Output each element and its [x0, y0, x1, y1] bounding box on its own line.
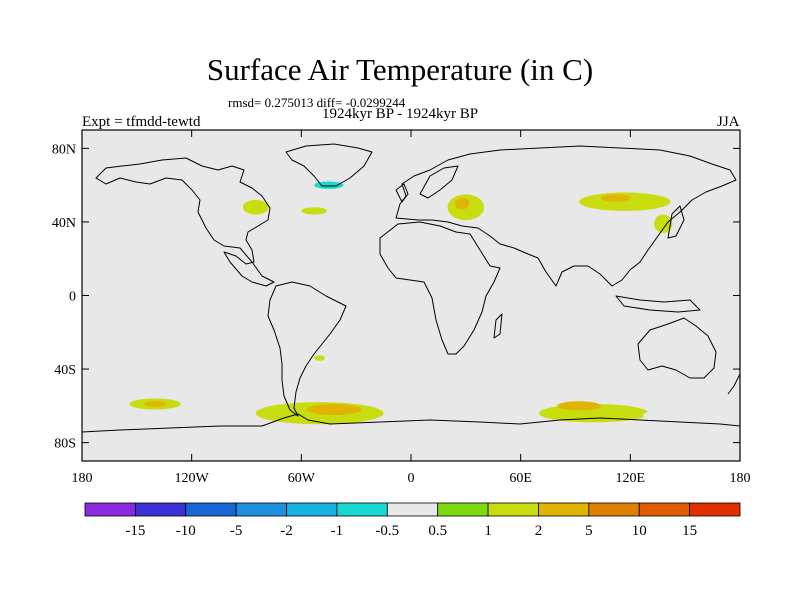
anomaly-patch — [641, 240, 656, 248]
anomaly-patch — [144, 401, 167, 407]
colorbar-box — [487, 502, 539, 517]
y-tick-label: 80N — [52, 142, 76, 157]
coastline-scandinavia — [419, 165, 459, 199]
colorbar-box — [235, 502, 287, 517]
anomaly-patch — [383, 397, 494, 407]
colorbar-label: -0.5 — [375, 523, 399, 539]
colorbar-label: 1 — [484, 523, 492, 539]
colorbar-label: -10 — [176, 523, 196, 539]
coastline-africa — [379, 221, 501, 355]
x-tick-label: 60E — [509, 471, 532, 486]
anomaly-patch — [82, 388, 92, 394]
colorbar-box — [638, 502, 691, 517]
x-tick-label: 120E — [616, 471, 646, 486]
anomaly-patch — [643, 409, 702, 421]
anomaly-patch — [544, 234, 563, 243]
anomaly-patch — [454, 198, 470, 210]
anomaly-patch — [314, 181, 344, 189]
season-label: JJA — [717, 114, 740, 130]
colorbar-label: 15 — [682, 523, 697, 539]
coastline-south-america — [267, 281, 347, 417]
coastline-british-isles — [395, 183, 409, 203]
coastline-eurasia — [395, 145, 737, 287]
colorbar-label: -15 — [125, 523, 145, 539]
y-tick-label: 40N — [52, 216, 76, 231]
anomaly-patch — [601, 194, 631, 202]
x-tick-label: 0 — [408, 471, 415, 486]
colorbar-box — [84, 502, 136, 517]
colorbar-box — [588, 502, 640, 517]
coastline-indonesia — [615, 295, 701, 313]
coastline-layer — [82, 143, 740, 433]
anomaly-patch — [306, 403, 362, 416]
anomaly-patch — [398, 244, 435, 267]
axis-tick-labels: 180 120W 60W 0 60E 120E 180 80N 40N 0 40S 80S — [52, 142, 751, 486]
colorbar-label: 2 — [535, 523, 543, 539]
x-tick-label: 120W — [175, 471, 210, 486]
coastline-madagascar — [493, 313, 503, 339]
y-tick-label: 80S — [54, 437, 76, 452]
colorbar-box — [185, 502, 237, 517]
colorbar-box — [286, 502, 338, 517]
colorbar-box — [386, 502, 439, 517]
stats-text: rmsd= 0.275013 diff= -0.0299244 — [228, 95, 406, 110]
colorbar — [84, 502, 741, 517]
colorbar-label: -1 — [331, 523, 344, 539]
anomaly-layer — [82, 166, 740, 425]
anomaly-patch — [692, 177, 715, 186]
colorbar-box — [538, 502, 590, 517]
colorbar-box — [437, 502, 489, 517]
map-title: Surface Air Temperature (in C) — [206, 52, 594, 87]
colorbar-label: -5 — [230, 523, 243, 539]
anomaly-patch — [515, 166, 571, 175]
anomaly-patch — [730, 388, 740, 394]
colorbar-box — [134, 502, 187, 517]
anomaly-patch — [301, 207, 327, 215]
x-tick-label: 60W — [288, 471, 316, 486]
colorbar-label: 0.5 — [428, 523, 447, 539]
coastline-greenland — [285, 143, 373, 187]
axis-ticks — [81, 130, 741, 461]
y-tick-label: 40S — [54, 363, 76, 378]
colorbar-label: 10 — [632, 523, 647, 539]
experiment-label: Expt = tfmdd-tewtd — [82, 114, 201, 130]
colorbar-label: -2 — [280, 523, 293, 539]
colorbar-box — [689, 502, 741, 517]
anomaly-patch — [314, 355, 326, 361]
anomaly-patch — [149, 258, 216, 267]
coastline-australia — [637, 317, 717, 379]
coastline-antarctica — [82, 413, 740, 433]
coastline-new-zealand — [727, 373, 740, 395]
anomaly-patch — [654, 214, 673, 233]
x-tick-label: 180 — [730, 471, 751, 486]
anomaly-patch — [557, 401, 602, 411]
colorbar-box — [336, 502, 388, 517]
coastline-north-america — [95, 157, 275, 287]
coastline-japan — [667, 205, 685, 239]
anomaly-patch — [242, 199, 269, 215]
x-tick-label: 180 — [72, 471, 93, 486]
colorbar-labels: -15 -10 -5 -2 -1 -0.5 0.5 1 2 5 10 15 — [125, 523, 697, 539]
y-tick-label: 0 — [69, 290, 76, 305]
colorbar-label: 5 — [585, 523, 593, 539]
period-subtitle: 1924kyr BP - 1924kyr BP — [321, 106, 479, 122]
anomaly-patch — [89, 174, 112, 182]
